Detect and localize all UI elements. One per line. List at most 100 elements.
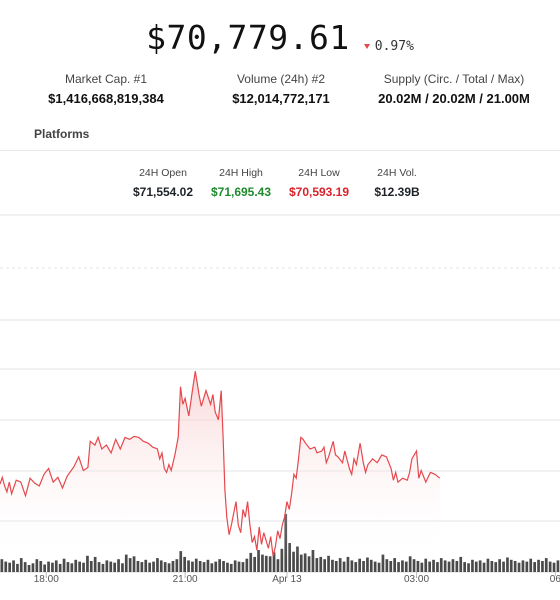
volume-bar (459, 556, 463, 572)
volume-bar (311, 550, 315, 572)
volume-bar (47, 561, 50, 572)
high-value: $71,695.43 (210, 185, 272, 199)
supply-value: 20.02M / 20.02M / 21.00M (378, 91, 530, 106)
volume-bar (299, 554, 303, 572)
volume-bar (237, 561, 241, 572)
volume-bar (416, 561, 420, 572)
volume-bar (89, 561, 93, 572)
vol-cell: 24H Vol. $12.39B (352, 167, 442, 199)
volume-bar (16, 563, 19, 572)
volume-bar (404, 561, 408, 572)
platforms-tab[interactable]: Platforms (34, 127, 90, 141)
volume-bar (206, 559, 210, 572)
volume-bar (412, 559, 416, 572)
volume-bar (0, 559, 4, 572)
down-arrow-icon (363, 44, 370, 49)
x-tick-label: 06 (550, 574, 560, 585)
volume-bar (428, 561, 431, 572)
price-area-fill (0, 371, 440, 560)
volume-bar (233, 560, 237, 572)
vol-label: 24H Vol. (377, 167, 417, 179)
volume-bar (439, 558, 443, 572)
volume-bar (455, 561, 459, 572)
volume-bar (148, 562, 151, 572)
volume-bar (43, 564, 46, 572)
volume-bar (23, 562, 27, 572)
low-value: $70,593.19 (288, 185, 350, 199)
volume-bar (486, 558, 490, 572)
volume-bar (506, 557, 509, 572)
volume-bar (467, 563, 470, 572)
price-line (0, 371, 441, 557)
volume-bar (529, 558, 533, 572)
volume-bar (179, 551, 183, 572)
volume-bar (463, 562, 466, 572)
volume-bar (27, 565, 31, 572)
volume-bar (474, 561, 478, 572)
volume-bar (97, 562, 101, 572)
volume-bar (54, 560, 58, 572)
volume-bar (175, 559, 179, 572)
volume-bar (408, 556, 412, 572)
volume-bar (202, 562, 206, 572)
open-cell: 24H Open $71,554.02 (118, 167, 208, 199)
volume-bar (105, 560, 109, 572)
volume-bar (140, 562, 144, 572)
volume-bar (257, 550, 260, 572)
volume-bar (292, 551, 295, 572)
volume-bar (362, 561, 365, 572)
volume-bar (12, 560, 15, 572)
volume-bar (249, 552, 253, 572)
volume-bar (218, 559, 221, 572)
volume-bar (226, 562, 229, 572)
x-tick-label: Apr 13 (272, 574, 302, 585)
price-header: $70,779.61 0.97% (0, 18, 560, 57)
volume-bar (401, 560, 404, 572)
market-stats: Market Cap. #1 $1,416,668,819,384 Volume… (0, 72, 560, 112)
volume-bar (436, 562, 439, 572)
volume-bar (117, 559, 120, 572)
volume-bar (498, 559, 501, 572)
volume-bar (366, 557, 369, 572)
volume-bar (338, 558, 342, 572)
volume-bars (0, 514, 560, 572)
volume-bar (124, 554, 128, 572)
volume-bar (525, 561, 529, 572)
volume-bar (354, 562, 358, 572)
volume-bar (451, 559, 455, 572)
volume-bar (280, 548, 284, 572)
volume-bar (264, 555, 268, 572)
x-tick-label: 18:00 (34, 574, 59, 585)
high-cell: 24H High $71,695.43 (196, 167, 286, 199)
market-cap-stat: Market Cap. #1 $1,416,668,819,384 (6, 72, 206, 106)
ohlc-summary: 24H Open $71,554.02 24H High $71,695.43 … (0, 167, 560, 201)
volume-stat: Volume (24h) #2 $12,014,772,171 (181, 72, 381, 106)
volume-bar (424, 558, 428, 572)
x-tick-label: 21:00 (173, 574, 198, 585)
volume-value: $12,014,772,171 (232, 91, 330, 106)
volume-bar (183, 556, 186, 572)
volume-bar (432, 559, 435, 572)
price-change: 0.97% (363, 39, 414, 54)
low-cell: 24H Low $70,593.19 (274, 167, 364, 199)
volume-bar (198, 561, 202, 572)
open-value: $71,554.02 (132, 185, 194, 199)
vol-value: $12.39B (374, 185, 420, 199)
volume-bar (342, 561, 346, 572)
volume-bar (307, 556, 311, 572)
volume-bar (533, 562, 536, 572)
volume-bar (393, 558, 396, 572)
volume-bar (152, 561, 155, 572)
volume-bar (66, 562, 70, 572)
volume-bar (191, 561, 194, 572)
market-cap-value: $1,416,668,819,384 (48, 91, 164, 106)
volume-bar (241, 562, 245, 572)
volume-bar (156, 558, 159, 572)
open-label: 24H Open (139, 167, 187, 179)
volume-bar (74, 559, 78, 572)
volume-bar (261, 554, 264, 572)
volume-bar (113, 562, 116, 572)
volume-bar (194, 558, 198, 572)
